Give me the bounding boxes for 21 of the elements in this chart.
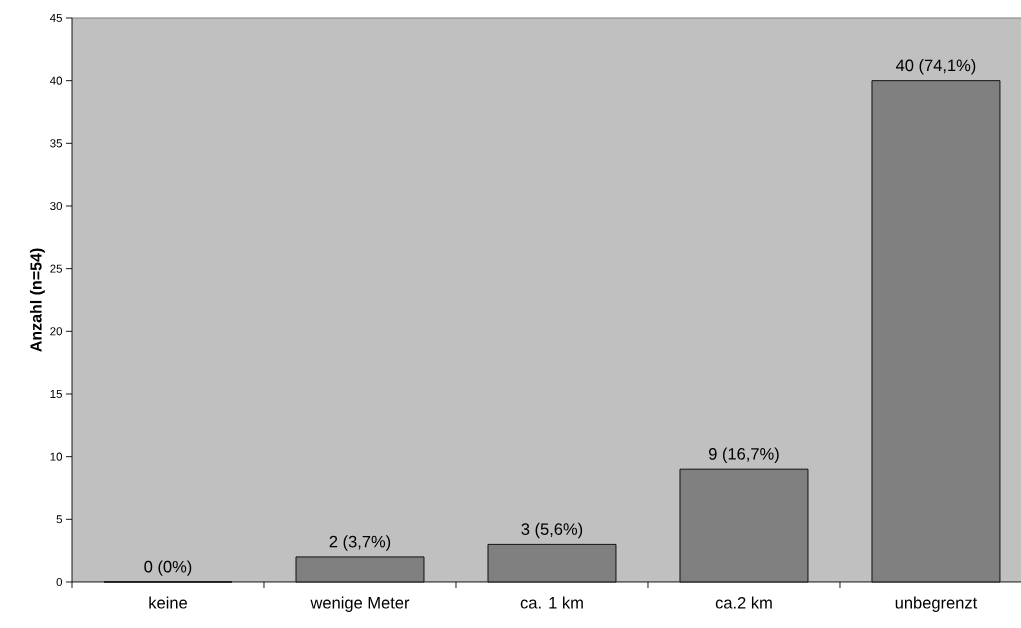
y-tick-label: 20	[50, 327, 63, 336]
data-label: 3 (5,6%)	[521, 522, 583, 539]
y-tick-label: 10	[50, 452, 63, 461]
y-tick-label: 30	[50, 201, 63, 211]
x-tick-label: unbegrenzt	[895, 596, 978, 612]
y-tick-label: 45	[49, 13, 62, 22]
y-tick-label: 5	[56, 515, 62, 524]
y-tick-label: 0	[56, 577, 63, 587]
x-tick-label: wenige Meter	[310, 596, 410, 612]
data-label: 40 (74,1%)	[895, 59, 976, 75]
y-tick-label: 35	[50, 139, 62, 148]
data-label: 9 (16,7%)	[708, 447, 779, 463]
data-label: 2 (3,7%)	[329, 535, 391, 551]
x-tick-label: keine	[149, 596, 187, 609]
y-tick-label: 15	[50, 389, 62, 398]
data-label: 0 (0%)	[144, 560, 192, 576]
x-tick-label: ca.2 km	[715, 596, 772, 609]
x-tick-label: ca. 1 km	[520, 596, 583, 609]
y-tick-label: 25	[50, 264, 62, 273]
y-tick-label: 40	[49, 76, 63, 85]
y-axis-title: Anzahl (n=54)	[29, 248, 45, 352]
